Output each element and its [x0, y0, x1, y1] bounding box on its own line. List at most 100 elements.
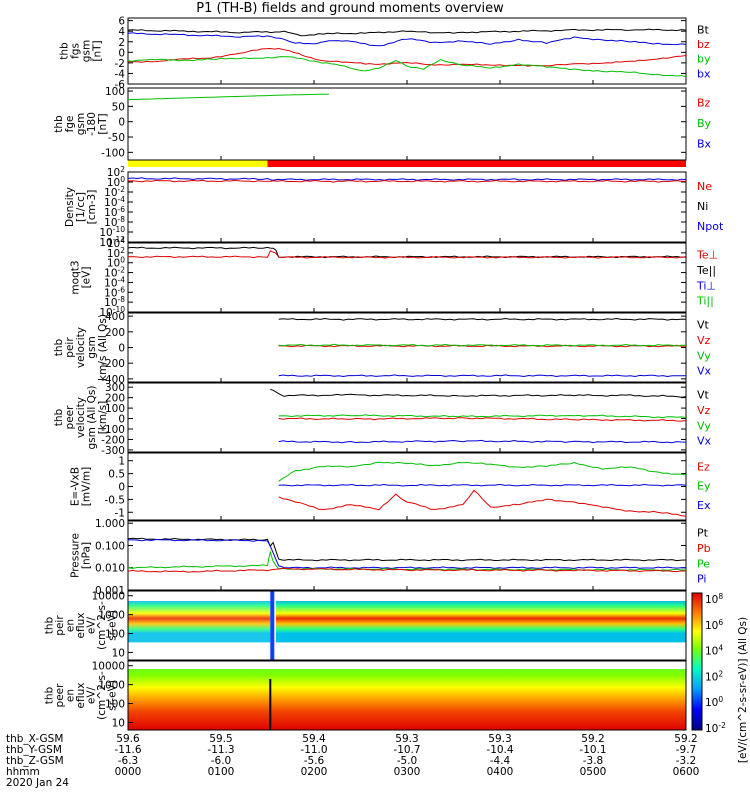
- y-axis-label-line: peer: [64, 405, 76, 430]
- spectrogram-band-peir_en: [128, 601, 271, 643]
- y-tick-label: 0: [118, 343, 125, 355]
- y-axis-label-peir_vel: thb peir velocity gsm km/s (All Qs): [53, 314, 109, 381]
- series-line-density-ne: [127, 179, 686, 183]
- y-tick-label: 50: [112, 101, 125, 113]
- y-axis-label-efield: E=-VxB [mV/m]: [70, 467, 93, 506]
- y-tick-label: 10-2: [104, 266, 125, 280]
- legend-entry-pi: Pi: [697, 573, 706, 586]
- y-tick-label: 100: [107, 256, 125, 270]
- x-row-value: -6.0: [211, 755, 232, 767]
- y-axis-label-fge: thb fge gsm -180 [nT]: [53, 112, 109, 136]
- y-tick-label: 0.5: [108, 469, 125, 481]
- y-axis-label-line: [nT]: [92, 40, 104, 61]
- series-line-peer_vel-vz: [278, 417, 687, 422]
- y-tick-label: 0.001: [95, 585, 125, 597]
- y-tick-label: -100: [101, 147, 125, 159]
- x-row-value: 59.3: [395, 733, 418, 745]
- series-line-fgs-bx: [127, 32, 687, 47]
- spectrogram-band-peer_en: [128, 669, 686, 730]
- mode-bar-segment-0: [128, 160, 268, 167]
- y-tick-label: -4: [115, 68, 126, 80]
- y-axis-label-line: thb: [44, 616, 56, 634]
- panel-frame-density: [127, 171, 687, 243]
- series-line-efield-ey: [278, 461, 687, 482]
- x-row-value: 0200: [301, 766, 328, 778]
- legend-entry-te: Te⊥: [696, 249, 718, 262]
- legend-entry-vt: Vt: [697, 319, 710, 332]
- x-row-value: 59.6: [116, 733, 140, 745]
- x-row-value: 59.5: [209, 733, 232, 745]
- series-line-temp-ti: [127, 246, 687, 259]
- y-axis-label-line: Density: [64, 187, 76, 227]
- y-axis-label-line: gsm: [75, 113, 87, 135]
- x-row-label: thb_X-GSM: [6, 733, 63, 745]
- y-tick-label: 0: [118, 482, 125, 494]
- y-tick-label: -300: [101, 445, 125, 457]
- series-line-peer_vel-vy: [278, 414, 687, 419]
- y-tick-label: 102: [107, 165, 125, 179]
- y-tick-label: 104: [107, 236, 125, 250]
- series-line-peir_vel-vx: [278, 374, 686, 378]
- y-tick-label: -1: [115, 507, 125, 519]
- y-tick-label: 10-10: [99, 305, 125, 319]
- legend-entry-by: by: [697, 53, 711, 66]
- y-axis-label-line: thb: [53, 408, 65, 426]
- y-axis-label-line: (cm^2-s-: [96, 671, 108, 720]
- series-line-fgs-bz: [127, 47, 687, 67]
- y-axis-label-line: en: [65, 619, 77, 632]
- y-tick-label: -50: [108, 132, 125, 144]
- legend-entry-ez: Ez: [697, 461, 710, 474]
- x-row-value: 59.2: [581, 733, 604, 745]
- y-axis-label-pressure: Pressure [nPa]: [70, 533, 93, 578]
- x-row-value: -10.1: [579, 744, 606, 756]
- colorbar: [691, 592, 703, 731]
- x-row-value: -11.6: [114, 744, 141, 756]
- y-axis-label-line: moqt3: [70, 260, 82, 294]
- y-axis-label-line: velocity: [75, 397, 87, 438]
- legend-entry-bx: Bx: [697, 137, 712, 150]
- colorbar-tick-label: 104: [705, 644, 723, 658]
- y-tick-label: 10: [112, 647, 125, 659]
- y-axis-label-line: [nPa]: [81, 542, 93, 569]
- x-row-value: -10.7: [393, 744, 420, 756]
- series-line-fgs-bt: [127, 28, 687, 37]
- x-row-value: 0600: [673, 766, 700, 778]
- x-row-value: 59.3: [488, 733, 511, 745]
- colorbar-label-text: [eV/(cm^2-s-sr-eV)] (All Qs): [737, 617, 749, 763]
- y-tick-label: -6: [115, 79, 126, 91]
- y-tick-label: 100: [105, 629, 125, 641]
- mode-bar-segment-1: [267, 160, 686, 167]
- legend-entry-vz: Vz: [697, 404, 711, 417]
- y-tick-label: 10-2: [104, 185, 125, 199]
- y-tick-label: 100: [105, 403, 125, 415]
- y-axis-label-line: gsm (All Qs): [86, 386, 98, 450]
- x-row-value: 59.4: [302, 733, 326, 745]
- date-label: 2020 Jan 24: [6, 777, 69, 789]
- series-line-peir_vel-vy: [278, 343, 686, 347]
- colorbar-tick-label: 100: [705, 695, 723, 709]
- colorbar-tick-label: 102: [705, 669, 723, 683]
- y-axis-label-line: [nT]: [97, 113, 109, 134]
- spectrogram-gap-peir_en: [270, 591, 275, 660]
- y-axis-label-line: -180: [86, 112, 98, 136]
- panel-frame-efield: [127, 452, 687, 521]
- x-row-value: -4.4: [490, 755, 511, 767]
- y-tick-label: 0.100: [95, 540, 125, 552]
- x-row-value: -11.0: [300, 744, 327, 756]
- legend-entry-ti: Ti⊥: [696, 279, 716, 292]
- y-axis-label-peer_vel: thb peer velocity gsm (All Qs) [km/s]: [53, 386, 109, 450]
- legend-entry-vz: Vz: [697, 334, 711, 347]
- series-line-peir_vel-vt: [278, 317, 687, 321]
- y-axis-label-line: [cm-3]: [86, 190, 98, 225]
- y-tick-label: 0: [118, 117, 125, 129]
- y-tick-label: 0: [118, 47, 125, 59]
- legend-entry-vt: Vt: [697, 389, 710, 402]
- legend-entry-vx: Vx: [697, 365, 712, 378]
- legend-entry-npot: Npot: [697, 220, 724, 233]
- y-axis-label-line: peir: [54, 615, 66, 636]
- y-tick-label: 200: [105, 327, 125, 339]
- y-tick-label: 10-6: [104, 285, 125, 299]
- legend-entry-te: Te||: [696, 264, 716, 277]
- chart-title: P1 (TH-B) fields and ground moments over…: [196, 1, 504, 16]
- legend-entry-bz: bz: [697, 38, 710, 51]
